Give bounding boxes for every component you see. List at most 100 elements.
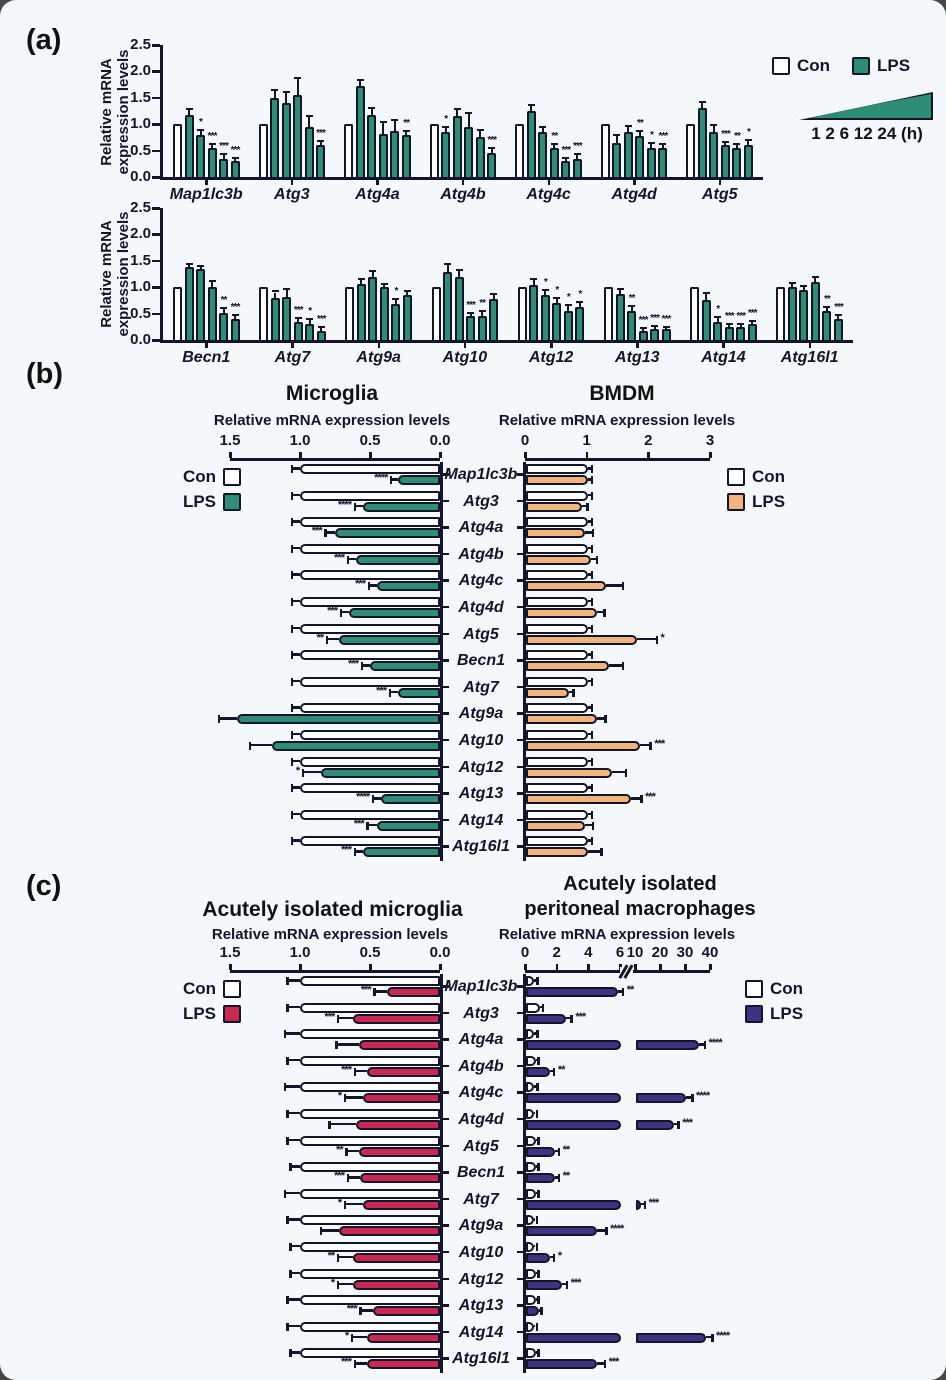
error-bar-cap xyxy=(373,988,376,996)
bar-slot xyxy=(690,208,700,340)
bar-slot xyxy=(529,208,539,340)
axis-tick-label: 1 xyxy=(582,432,591,449)
error-bar xyxy=(356,1362,368,1365)
bar-slot: *** xyxy=(219,45,229,177)
panel-a-top-chart: 0.0 0.5 1.0 1.5 2.0 2.5 * *** *** *** Map1lc3b *** A… xyxy=(130,36,763,203)
error-bar xyxy=(391,690,398,694)
gene-axis-tick xyxy=(517,985,523,988)
error-bar xyxy=(211,281,213,288)
error-bar-cap xyxy=(343,1094,347,1103)
sig-stars: ** xyxy=(628,293,636,305)
bar-lps xyxy=(356,283,366,340)
bar-lps xyxy=(549,147,559,177)
bar-con xyxy=(300,650,440,661)
bar-con xyxy=(526,1215,534,1226)
gene-axis-tick xyxy=(517,738,523,742)
bar-con xyxy=(300,1241,440,1252)
axis-tick-label: 1.0 xyxy=(289,944,311,961)
axis-tick-mark xyxy=(439,452,442,458)
sig-stars: **** xyxy=(708,1037,723,1050)
sig-stars: ** xyxy=(327,1249,336,1262)
sig-stars: *** xyxy=(324,1010,335,1023)
bar-lps xyxy=(196,134,205,177)
bar-lps xyxy=(316,145,326,177)
gene-row: * xyxy=(230,1080,449,1107)
error-bar-cap xyxy=(380,282,388,285)
sig-stars: **** xyxy=(610,1223,624,1236)
gene-group: ** * *** Atg4d xyxy=(600,45,668,203)
bar-lps xyxy=(623,132,633,177)
gene-label: Atg4d xyxy=(611,186,657,203)
sig-stars: ** xyxy=(562,1143,571,1156)
error-bar xyxy=(288,1298,300,1301)
error-bar xyxy=(363,664,370,667)
error-bar-cap xyxy=(336,1280,340,1289)
gene-row: *** xyxy=(230,808,449,835)
gene-axis-tick xyxy=(517,1330,523,1334)
error-bar-cap xyxy=(335,1041,338,1050)
bar-lps xyxy=(720,145,730,177)
panel-a-bottom-chart: 0.0 0.5 1.0 1.5 2.0 2.5 ** *** Becn1 *** * *** Atg7 *… xyxy=(130,199,853,366)
error-bar xyxy=(490,149,493,154)
error-bar-cap xyxy=(286,1109,289,1118)
bar-lps xyxy=(272,740,440,751)
bar-lps xyxy=(367,114,377,177)
bar-lps xyxy=(355,86,365,177)
error-bar-cap xyxy=(536,1030,539,1039)
error-bar-cap xyxy=(537,1136,540,1145)
error-bar xyxy=(288,1111,300,1115)
bar-con xyxy=(526,676,588,687)
bar-lps xyxy=(368,276,378,340)
axis-line xyxy=(525,458,710,461)
gene-group: ** *** *** *** Atg13 xyxy=(604,208,671,366)
bar-slot xyxy=(379,208,389,340)
error-bar-cap xyxy=(248,741,251,750)
gene-row: * xyxy=(230,1187,449,1214)
bar-con xyxy=(173,124,182,177)
error-bar-cap xyxy=(677,1120,680,1129)
bar-lps xyxy=(363,847,440,858)
error-bar xyxy=(285,290,288,297)
gene-row: *** xyxy=(230,1160,449,1187)
gene-axis-tick xyxy=(205,180,208,185)
gene-label: Atg7 xyxy=(463,1190,499,1208)
gene-axis-tick xyxy=(517,1304,523,1307)
error-bar xyxy=(371,272,374,277)
bar-lps xyxy=(378,133,388,177)
bar-lps xyxy=(650,329,660,340)
bar-lps xyxy=(526,847,588,858)
gene-axis-tick xyxy=(443,1224,449,1227)
gene-axis-tick xyxy=(517,1197,523,1201)
y-tick-mark xyxy=(152,149,160,153)
error-bar-cap xyxy=(289,1349,292,1358)
macrophages-x-axis: 0 2 4 6 10 20 30 40 xyxy=(521,944,718,979)
error-bar xyxy=(590,557,596,561)
error-bar xyxy=(640,743,650,747)
error-bar-cap xyxy=(353,848,356,857)
error-bar xyxy=(642,328,645,331)
bar-con xyxy=(526,729,588,740)
bar-slot: *** xyxy=(747,208,758,340)
bar-lps xyxy=(356,1119,440,1130)
gene-axis-tick xyxy=(517,1144,523,1148)
error-bar-cap xyxy=(289,1269,292,1278)
error-bar xyxy=(587,573,591,576)
bar-con xyxy=(300,1268,440,1279)
sig-stars: * xyxy=(747,127,751,139)
error-bar-cap xyxy=(290,757,293,766)
bar-lps xyxy=(732,147,742,177)
bar-con xyxy=(515,124,525,177)
bar-lps xyxy=(391,304,401,340)
error-bar xyxy=(661,145,664,148)
axis-tick-label: 6 xyxy=(615,944,625,961)
bar-lps xyxy=(477,316,487,340)
error-bar xyxy=(393,121,396,131)
title-line2: peritoneal macrophages xyxy=(524,898,756,920)
gene-label: Atg4d xyxy=(458,1110,504,1128)
error-bar-cap xyxy=(530,278,538,281)
sig-stars: **** xyxy=(356,791,370,804)
error-bar xyxy=(188,110,190,115)
bar-con xyxy=(526,650,588,661)
bar-con xyxy=(300,596,440,607)
gene-axis-tick xyxy=(443,605,449,609)
